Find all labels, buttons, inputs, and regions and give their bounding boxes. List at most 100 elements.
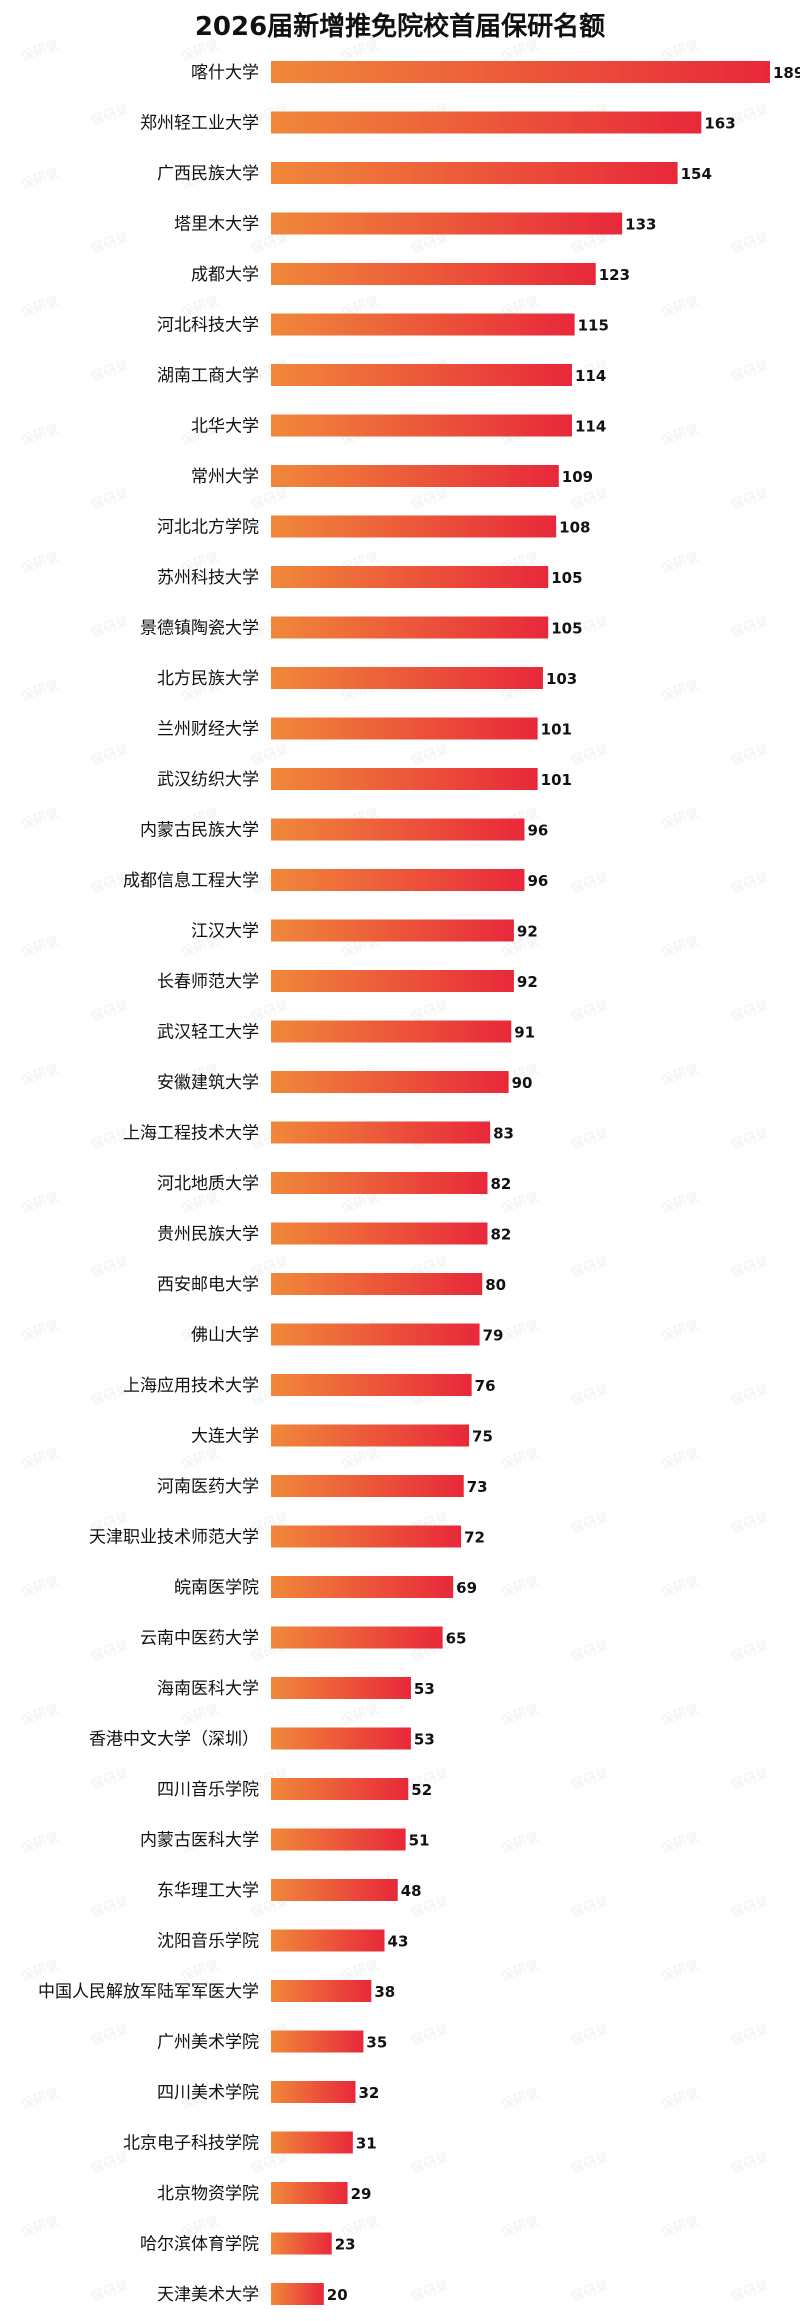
category-label: 上海应用技术大学 xyxy=(123,1376,259,1396)
value-label: 114 xyxy=(575,418,606,436)
bar xyxy=(271,2081,356,2103)
bar xyxy=(271,919,514,942)
value-label: 53 xyxy=(414,1731,435,1749)
value-label: 73 xyxy=(467,1478,488,1496)
value-label: 80 xyxy=(485,1276,506,1294)
value-label: 108 xyxy=(559,519,590,537)
bar xyxy=(271,2030,364,2053)
value-label: 114 xyxy=(575,367,606,385)
category-label: 东华理工大学 xyxy=(157,1881,259,1901)
category-label: 海南医科大学 xyxy=(157,1679,259,1699)
bar xyxy=(271,2283,324,2305)
bar xyxy=(271,1273,483,1295)
value-label: 75 xyxy=(472,1428,493,1446)
category-label: 皖南医学院 xyxy=(174,1578,259,1598)
value-label: 29 xyxy=(351,2185,372,2203)
category-label: 贵州民族大学 xyxy=(157,1225,259,1245)
category-label: 兰州财经大学 xyxy=(157,720,259,740)
bar xyxy=(271,1374,472,1396)
bar xyxy=(271,1828,406,1851)
value-label: 123 xyxy=(599,266,630,284)
category-label: 天津美术大学 xyxy=(157,2285,259,2305)
value-label: 90 xyxy=(512,1074,533,1092)
bar xyxy=(271,768,538,790)
category-label: 西安邮电大学 xyxy=(157,1275,259,1295)
category-label: 云南中医药大学 xyxy=(140,1629,259,1649)
category-label: 四川音乐学院 xyxy=(157,1780,259,1800)
category-label: 北华大学 xyxy=(191,417,259,437)
category-label: 北京电子科技学院 xyxy=(123,2134,259,2154)
value-label: 32 xyxy=(358,2084,379,2102)
value-label: 65 xyxy=(446,1630,467,1648)
category-label: 河北北方学院 xyxy=(157,518,259,538)
value-label: 35 xyxy=(366,2034,387,2052)
bar xyxy=(271,111,702,134)
bar xyxy=(271,1879,398,1901)
bar xyxy=(271,162,678,184)
bar xyxy=(271,869,525,891)
bar xyxy=(271,1626,443,1649)
value-label: 105 xyxy=(551,620,582,638)
value-label: 133 xyxy=(625,216,656,234)
value-label: 53 xyxy=(414,1680,435,1698)
category-label: 内蒙古民族大学 xyxy=(140,821,259,841)
category-label: 河北地质大学 xyxy=(157,1174,259,1194)
value-label: 96 xyxy=(527,872,548,890)
bar xyxy=(271,313,575,336)
category-label: 武汉轻工大学 xyxy=(157,1023,259,1043)
bar xyxy=(271,717,538,740)
value-label: 31 xyxy=(356,2135,377,2153)
bar xyxy=(271,1424,470,1447)
category-label: 哈尔滨体育学院 xyxy=(140,2235,259,2255)
bar xyxy=(271,667,543,689)
bar xyxy=(271,61,770,83)
bar xyxy=(271,616,549,639)
value-label: 91 xyxy=(514,1024,535,1042)
value-label: 109 xyxy=(562,468,593,486)
bar xyxy=(271,1929,385,1952)
value-label: 101 xyxy=(541,721,572,739)
bar xyxy=(271,2232,332,2255)
category-label: 广西民族大学 xyxy=(157,164,259,184)
value-label: 163 xyxy=(704,115,735,133)
value-label: 92 xyxy=(517,923,538,941)
value-label: 72 xyxy=(464,1529,485,1547)
value-label: 92 xyxy=(517,973,538,991)
value-label: 96 xyxy=(527,822,548,840)
category-label: 成都大学 xyxy=(191,265,259,285)
category-label: 常州大学 xyxy=(191,467,259,487)
bar xyxy=(271,1576,454,1598)
category-label: 沈阳音乐学院 xyxy=(157,1932,259,1952)
bar xyxy=(271,364,572,386)
bar xyxy=(271,1727,411,1750)
category-label: 中国人民解放军陆军军医大学 xyxy=(38,1982,259,2002)
bar xyxy=(271,263,596,285)
value-label: 83 xyxy=(493,1125,514,1143)
category-label: 武汉纺织大学 xyxy=(157,770,259,790)
value-label: 76 xyxy=(475,1377,496,1395)
bar xyxy=(271,515,557,538)
bar xyxy=(271,1323,480,1346)
category-label: 河南医药大学 xyxy=(157,1477,259,1497)
bar xyxy=(271,1525,462,1548)
category-label: 江汉大学 xyxy=(191,922,259,942)
category-label: 成都信息工程大学 xyxy=(123,871,259,891)
bar xyxy=(271,1677,411,1699)
category-label: 广州美术学院 xyxy=(157,2033,259,2053)
category-label: 四川美术学院 xyxy=(157,2083,259,2103)
category-label: 河北科技大学 xyxy=(157,316,259,336)
value-label: 82 xyxy=(490,1226,511,1244)
value-label: 51 xyxy=(409,1832,430,1850)
category-label: 塔里木大学 xyxy=(174,215,259,235)
value-label: 38 xyxy=(374,1983,395,2001)
bar xyxy=(271,1475,464,1497)
value-label: 115 xyxy=(578,317,609,335)
value-label: 154 xyxy=(681,165,712,183)
bar xyxy=(271,1980,372,2002)
category-label: 苏州科技大学 xyxy=(157,568,259,588)
category-label: 天津职业技术师范大学 xyxy=(89,1528,259,1548)
category-label: 长春师范大学 xyxy=(157,972,259,992)
bar xyxy=(271,1778,409,1800)
bar xyxy=(271,2182,348,2204)
bars-layer: 喀什大学 189 郑州轻工业大学 163 广西民族大学 154 塔里木大学 133 成都大学 12… xyxy=(38,61,800,2305)
